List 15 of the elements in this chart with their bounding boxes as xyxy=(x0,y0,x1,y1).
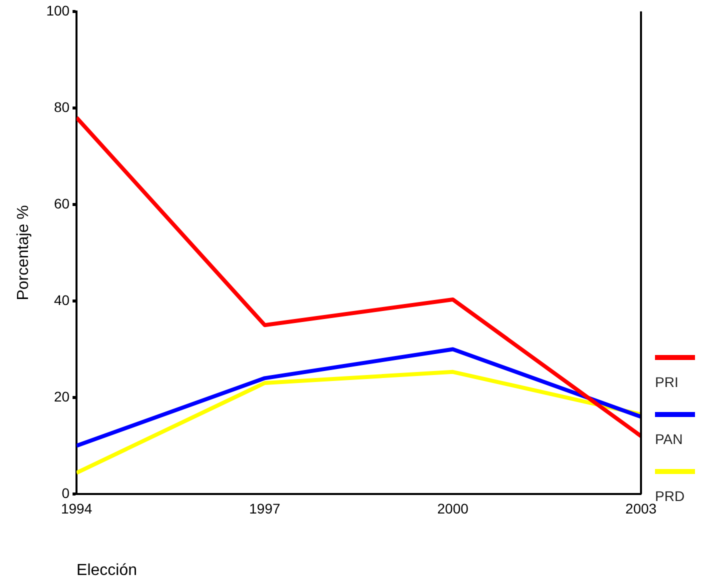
y-axis-title: Porcentaje % xyxy=(15,205,32,300)
y-tick-label: 20 xyxy=(54,388,70,404)
y-tick-label: 0 xyxy=(62,484,70,501)
y-tick-label: 80 xyxy=(54,98,70,115)
legend-label: PRI xyxy=(655,374,680,390)
y-tick-label: 40 xyxy=(54,292,70,308)
x-tick-label: 1997 xyxy=(249,500,280,516)
x-tick-label: 2003 xyxy=(625,500,657,516)
x-tick-label: 2000 xyxy=(437,500,469,516)
legend-label: PRD xyxy=(655,488,686,504)
x-tick-label: 1994 xyxy=(60,500,92,516)
x-axis-title: Elección xyxy=(76,562,138,579)
y-tick-label: 60 xyxy=(54,195,70,212)
legend-label: PAN xyxy=(655,431,684,447)
y-tick-label: 100 xyxy=(46,2,70,18)
